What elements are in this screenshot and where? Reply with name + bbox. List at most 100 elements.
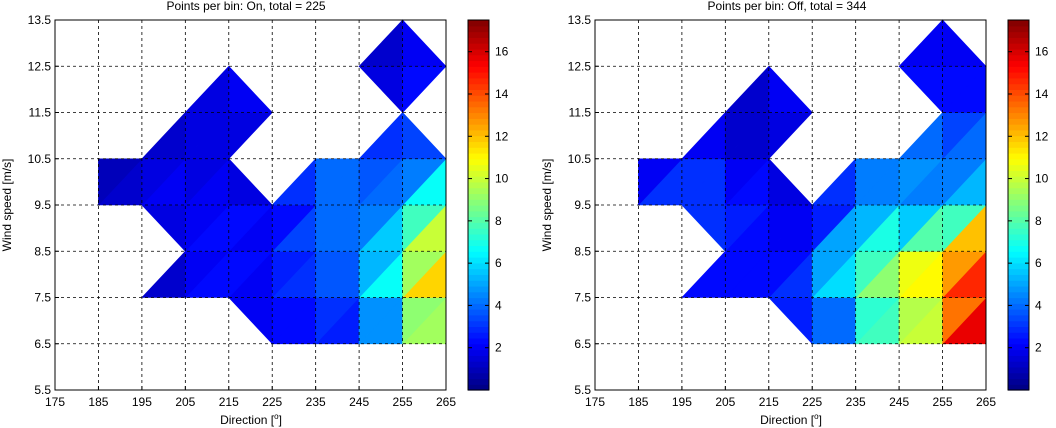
y-tick-label: 12.5 xyxy=(28,59,52,73)
colorbar-swatch xyxy=(468,60,489,67)
colorbar-swatch xyxy=(1008,210,1029,218)
x-tick-label: 245 xyxy=(889,395,909,409)
colorbar-swatch xyxy=(1008,262,1029,270)
heatmap-cell xyxy=(228,112,273,160)
colorbar-swatch xyxy=(468,280,489,287)
heatmap-cell xyxy=(141,204,186,253)
colorbar-swatch xyxy=(1008,245,1029,252)
colorbar-swatch xyxy=(468,66,489,73)
colorbar-swatch xyxy=(468,158,489,166)
colorbar-swatch xyxy=(1008,314,1029,322)
colorbar-swatch xyxy=(468,291,489,299)
colorbar-swatch xyxy=(468,361,489,368)
colorbar-swatch xyxy=(1008,187,1029,195)
x-tick-label: 215 xyxy=(219,395,239,409)
colorbar-swatch xyxy=(1008,372,1029,380)
y-tick-label: 8.5 xyxy=(574,244,591,258)
x-tick-label: 235 xyxy=(846,395,866,409)
heatmap-cell xyxy=(402,66,447,114)
colorbar-swatch xyxy=(468,205,489,212)
colorbar-swatch xyxy=(468,210,489,218)
colorbar-swatch xyxy=(468,251,489,258)
colorbar-swatch xyxy=(468,199,489,206)
colorbar-frame xyxy=(467,19,490,391)
colorbar-swatch xyxy=(468,100,489,108)
y-tick-label: 5.5 xyxy=(34,383,51,397)
colorbar-tick-label: 2 xyxy=(1035,341,1042,355)
colorbar-swatch xyxy=(468,135,489,143)
colorbar-swatch xyxy=(1008,361,1029,368)
colorbar-swatch xyxy=(468,285,489,293)
heatmap-cell xyxy=(184,65,230,113)
colorbar-swatch xyxy=(468,309,489,316)
heatmap-cell xyxy=(358,111,403,160)
colorbar-swatch xyxy=(1008,205,1029,212)
heatmap-cell xyxy=(271,158,317,206)
heatmap-cell xyxy=(228,297,273,345)
colorbar-swatch xyxy=(1008,89,1029,96)
colorbar-swatch xyxy=(1008,147,1029,154)
x-tick-label: 195 xyxy=(672,395,692,409)
colorbar-swatch xyxy=(1008,199,1029,206)
colorbar-swatch xyxy=(468,297,489,304)
colorbar-swatch xyxy=(1008,228,1029,235)
colorbar-swatch xyxy=(1008,239,1029,247)
colorbar-swatch xyxy=(1008,320,1029,328)
heatmap-cell xyxy=(681,204,726,253)
colorbar-swatch xyxy=(1008,181,1029,189)
colorbar-swatch xyxy=(1008,285,1029,293)
colorbar-swatch xyxy=(1008,106,1029,114)
x-tick-label: 205 xyxy=(715,395,735,409)
heatmap-cell xyxy=(141,111,186,160)
colorbar-swatch xyxy=(1008,158,1029,166)
heatmap-cells xyxy=(97,19,447,345)
y-tick-label: 13.5 xyxy=(568,13,592,27)
colorbar-swatch xyxy=(468,222,489,229)
colorbar-swatch xyxy=(468,366,489,374)
colorbar-swatch xyxy=(1008,366,1029,374)
colorbar-swatch xyxy=(1008,95,1029,102)
colorbar-tick-label: 6 xyxy=(1035,256,1042,270)
y-axis: 5.5 6.5 7.5 8.5 9.5 10.5 11.5 12.5 13.5 xyxy=(28,13,59,397)
x-tick-label: 175 xyxy=(585,395,605,409)
colorbar-swatch xyxy=(1008,297,1029,304)
colorbar-swatch xyxy=(1008,135,1029,143)
heatmap-cell xyxy=(402,19,447,67)
colorbar-swatch xyxy=(1008,222,1029,229)
colorbar-swatch xyxy=(468,233,489,241)
colorbar-swatch xyxy=(1008,326,1029,333)
colorbar-swatch xyxy=(468,384,489,391)
colorbar-swatch xyxy=(468,54,489,62)
y-axis: 5.5 6.5 7.5 8.5 9.5 10.5 11.5 12.5 13.5 xyxy=(568,13,599,397)
colorbar: 2 4 6 8 10 12 14 16 xyxy=(1007,19,1049,391)
heatmap-cell xyxy=(768,112,813,160)
colorbar-swatch xyxy=(468,216,489,223)
colorbar-swatch xyxy=(468,147,489,154)
colorbar-swatch xyxy=(468,48,489,56)
colorbar-swatch xyxy=(468,43,489,50)
colorbar-swatch xyxy=(1008,303,1029,310)
heatmap-cell xyxy=(898,19,943,67)
y-tick-label: 11.5 xyxy=(29,106,52,120)
chart-title: Points per bin: Off, total = 344 xyxy=(708,0,867,13)
heatmap-cell xyxy=(681,111,726,160)
colorbar: 2 4 6 8 10 12 14 16 xyxy=(467,19,509,391)
x-axis-label: Direction [o] xyxy=(760,412,822,427)
colorbar-swatch xyxy=(468,355,489,362)
colorbar-swatch xyxy=(468,245,489,252)
heatmap-cell xyxy=(98,158,143,206)
heatmap-cell xyxy=(768,158,813,206)
colorbar-swatch xyxy=(468,118,489,125)
y-axis-label: Wind speed [m/s] xyxy=(0,159,14,252)
colorbar-swatch xyxy=(1008,112,1029,119)
colorbar-swatch xyxy=(468,320,489,328)
colorbar-swatch xyxy=(1008,309,1029,316)
colorbar-swatch xyxy=(468,124,489,131)
colorbar-swatch xyxy=(468,170,489,177)
colorbar-swatch xyxy=(1008,280,1029,287)
y-axis-label: Wind speed [m/s] xyxy=(540,159,554,252)
colorbar-swatch xyxy=(1008,251,1029,258)
x-tick-label: 235 xyxy=(306,395,326,409)
y-tick-label: 7.5 xyxy=(574,291,591,305)
colorbar-swatch xyxy=(468,303,489,310)
